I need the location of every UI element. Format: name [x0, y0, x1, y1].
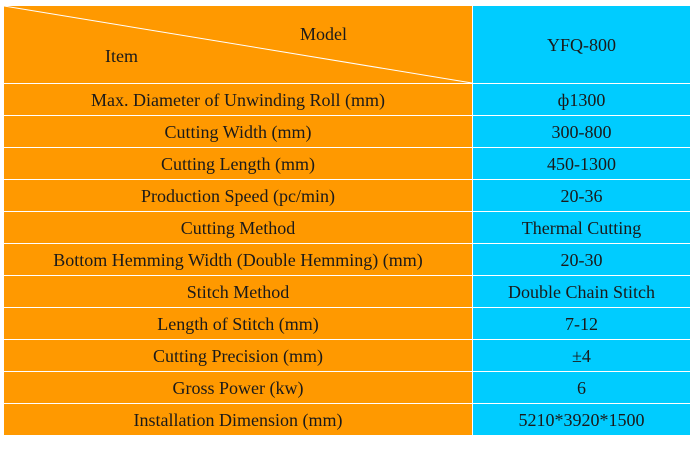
table-row: Stitch Method Double Chain Stitch	[3, 275, 691, 308]
spec-table: Model Item YFQ-800 Max. Diameter of Unwi…	[3, 5, 691, 436]
header-row: Model Item YFQ-800	[3, 5, 691, 84]
row-item: Gross Power (kw)	[3, 371, 473, 404]
table-row: Cutting Length (mm) 450-1300	[3, 147, 691, 180]
row-value: 450-1300	[472, 147, 691, 180]
table-row: Gross Power (kw) 6	[3, 371, 691, 404]
row-value: 7-12	[472, 307, 691, 340]
row-item: Cutting Width (mm)	[3, 115, 473, 148]
table-row: Production Speed (pc/min) 20-36	[3, 179, 691, 212]
row-value: 300-800	[472, 115, 691, 148]
table-row: Installation Dimension (mm) 5210*3920*15…	[3, 403, 691, 436]
row-item: Production Speed (pc/min)	[3, 179, 473, 212]
header-model-name: YFQ-800	[472, 5, 691, 84]
row-value: 6	[472, 371, 691, 404]
table-row: Cutting Width (mm) 300-800	[3, 115, 691, 148]
row-item: Length of Stitch (mm)	[3, 307, 473, 340]
table-row: Cutting Method Thermal Cutting	[3, 211, 691, 244]
row-value: Double Chain Stitch	[472, 275, 691, 308]
header-item-label: Item	[105, 46, 138, 66]
row-item: Cutting Method	[3, 211, 473, 244]
table-row: Length of Stitch (mm) 7-12	[3, 307, 691, 340]
row-value: ф1300	[472, 83, 691, 116]
row-value: 20-30	[472, 243, 691, 276]
row-item: Cutting Precision (mm)	[3, 339, 473, 372]
row-item: Bottom Hemming Width (Double Hemming) (m…	[3, 243, 473, 276]
row-item: Installation Dimension (mm)	[3, 403, 473, 436]
row-value: 20-36	[472, 179, 691, 212]
diagonal-divider	[4, 6, 472, 83]
row-item: Cutting Length (mm)	[3, 147, 473, 180]
row-item: Max. Diameter of Unwinding Roll (mm)	[3, 83, 473, 116]
row-item: Stitch Method	[3, 275, 473, 308]
row-value: 5210*3920*1500	[472, 403, 691, 436]
header-model-label: Model	[300, 24, 347, 44]
table-row: Max. Diameter of Unwinding Roll (mm) ф13…	[3, 83, 691, 116]
row-value: ±4	[472, 339, 691, 372]
header-diagonal-cell: Model Item	[3, 5, 473, 84]
table-row: Bottom Hemming Width (Double Hemming) (m…	[3, 243, 691, 276]
row-value: Thermal Cutting	[472, 211, 691, 244]
table-row: Cutting Precision (mm) ±4	[3, 339, 691, 372]
